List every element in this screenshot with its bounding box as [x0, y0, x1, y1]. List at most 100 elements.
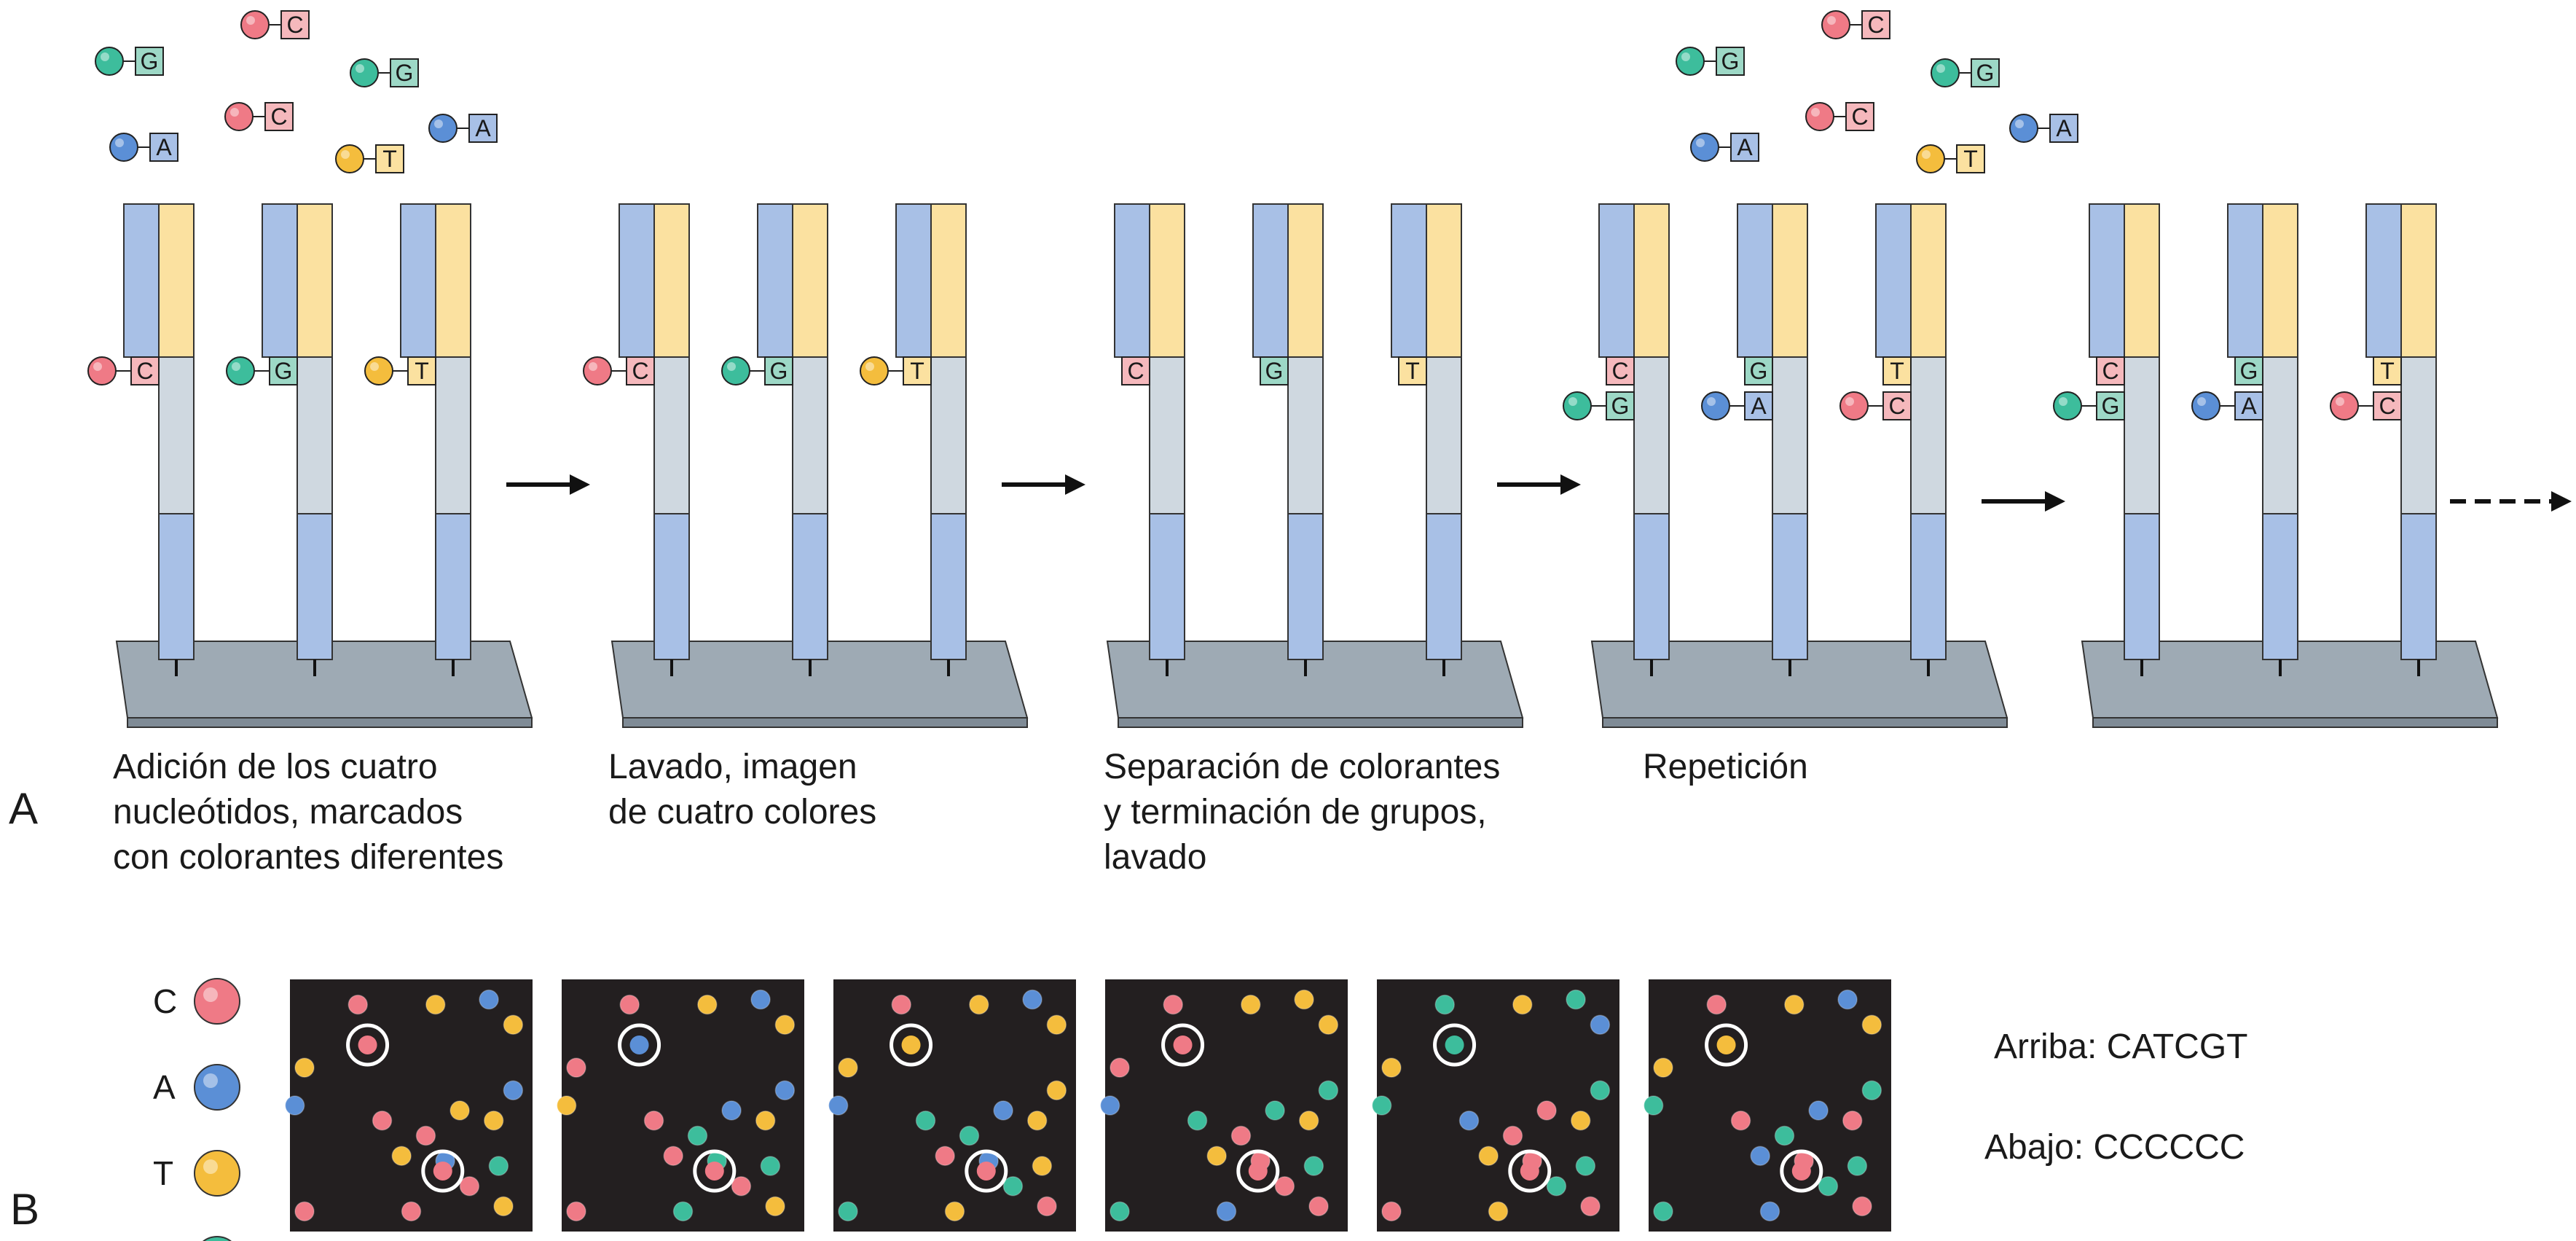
- cluster-spot: [1512, 994, 1533, 1015]
- dna-strand: GA: [1701, 203, 1808, 676]
- template-mid: [2262, 356, 2298, 514]
- template-mid: [2400, 356, 2437, 514]
- dye-c-icon: [240, 10, 270, 39]
- cluster-spot: [493, 1196, 514, 1217]
- anchor-segment: [297, 513, 333, 660]
- cluster-spot: [1847, 1156, 1868, 1176]
- base-letter: G: [141, 48, 159, 74]
- base-letter: T: [415, 358, 429, 384]
- base-letter: C: [632, 358, 648, 384]
- tracked-cluster-top: [1716, 1035, 1736, 1054]
- base-tag: G: [269, 356, 298, 385]
- panel-b-label: B: [10, 1185, 39, 1234]
- base-tag-box: [390, 58, 419, 87]
- dye-a-icon: [2009, 114, 2038, 143]
- cluster-spot: [503, 1014, 524, 1036]
- base-tag-box: [2096, 356, 2125, 385]
- glass-slide-edge: [127, 717, 533, 728]
- highlight-ring-top: [1161, 1023, 1205, 1067]
- cluster-spot: [566, 1057, 586, 1078]
- primer-strand: [158, 203, 195, 358]
- cluster-spot: [1575, 1156, 1596, 1176]
- primer-strand: [1772, 203, 1808, 358]
- cluster-spot: [415, 1125, 436, 1146]
- base-letter: C: [286, 12, 303, 38]
- base-tag: A: [468, 114, 498, 143]
- dye-highlight: [1568, 397, 1577, 406]
- flowcell-image-bg: [833, 979, 1076, 1232]
- arrowhead-icon: [570, 474, 590, 495]
- cluster-spot: [1230, 1125, 1252, 1146]
- primer-strand: [792, 203, 828, 358]
- cluster-spot: [294, 1057, 315, 1078]
- legend-label: A: [153, 1068, 176, 1106]
- primer-strand: [2400, 203, 2437, 358]
- base-tag: C: [1882, 391, 1912, 420]
- dye-a-icon: [1690, 133, 1719, 162]
- template-top: [1252, 203, 1289, 358]
- template-mid: [792, 356, 828, 514]
- base-letter: G: [770, 358, 788, 384]
- cluster-spot: [1653, 1057, 1673, 1078]
- base-letter: G: [1265, 358, 1284, 384]
- dye-highlight: [1936, 64, 1945, 73]
- flowcell-image-bg: [1105, 979, 1348, 1232]
- base-tag-box: [1861, 10, 1890, 39]
- template-mid: [1426, 356, 1462, 514]
- cluster-spot: [1566, 989, 1586, 1010]
- cluster-spot: [774, 1014, 796, 1036]
- highlight-ring-top: [346, 1023, 390, 1067]
- dye-c-icon: [1805, 102, 1834, 131]
- tracked-cluster-bottom: [976, 1161, 996, 1181]
- dye-a-icon: [428, 114, 458, 143]
- base-letter: C: [2379, 393, 2395, 419]
- dna-strand: G: [226, 203, 333, 676]
- highlight-ring-bottom: [1508, 1149, 1552, 1193]
- base-tag: G: [2096, 391, 2125, 420]
- dna-strand: CG: [1563, 203, 1670, 676]
- base-letter: C: [1851, 103, 1868, 130]
- primer-strand: [1633, 203, 1670, 358]
- base-tag-box: [1882, 356, 1912, 385]
- template-top: [757, 203, 793, 358]
- cluster-spot: [372, 1111, 393, 1131]
- base-letter: T: [1963, 146, 1978, 172]
- dye-highlight: [1845, 397, 1854, 406]
- base-tag-box: [2373, 391, 2402, 420]
- highlight-ring-bottom: [421, 1149, 465, 1193]
- tracked-cluster-top: [1445, 1035, 1464, 1054]
- highlight-ring-bottom: [693, 1149, 737, 1193]
- base-tag: C: [264, 102, 294, 131]
- dye-highlight: [230, 108, 239, 117]
- base-letter: G: [396, 60, 414, 86]
- legend-highlight: [203, 1159, 218, 1174]
- base-tag: T: [2373, 356, 2402, 385]
- cluster-spot: [1730, 1111, 1751, 1131]
- cluster-spot: [401, 1201, 422, 1222]
- template-top: [123, 203, 160, 358]
- base-letter: T: [910, 358, 924, 384]
- primer-strand: [1426, 203, 1462, 358]
- cluster-spot: [1861, 1080, 1882, 1100]
- stage-3: C G T Separación de colorantes y terminación…: [1104, 203, 1581, 877]
- dye-g-icon: [2053, 391, 2082, 420]
- cluster-spot: [1808, 1100, 1829, 1121]
- dye-highlight: [2015, 120, 2024, 128]
- base-tag: T: [1882, 356, 1912, 385]
- anchor-segment: [1772, 513, 1808, 660]
- base-tag: G: [1716, 47, 1745, 76]
- dye-highlight: [1696, 138, 1705, 147]
- base-tag-box: [130, 356, 160, 385]
- base-tag-box: [1730, 133, 1759, 162]
- tracked-cluster-top: [629, 1035, 649, 1054]
- stage-caption: con colorantes diferentes: [113, 838, 503, 877]
- base-tag-box: [149, 133, 178, 162]
- cluster-spot: [838, 1201, 858, 1222]
- anchor-segment: [1287, 513, 1324, 660]
- result-bottom: Abajo: CCCCCC: [1984, 1128, 2245, 1167]
- cluster-spot: [750, 989, 771, 1010]
- stage-caption: de cuatro colores: [608, 793, 876, 831]
- primer-strand: [1287, 203, 1324, 358]
- primer-strand: [2124, 203, 2160, 358]
- dye-highlight: [865, 362, 874, 371]
